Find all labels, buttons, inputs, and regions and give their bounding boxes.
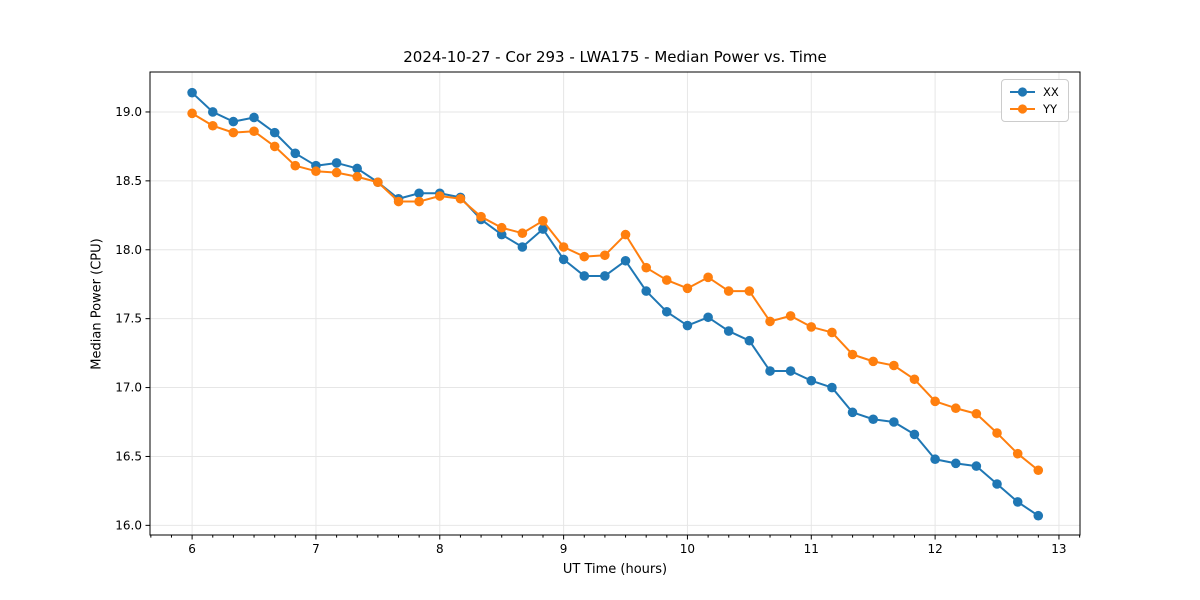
svg-text:9: 9	[560, 542, 568, 556]
x-tick-labels: 6 7 8 9 10 11 12 13	[188, 542, 1066, 556]
y-ticks	[145, 111, 150, 526]
legend-marker-yy-icon	[1017, 104, 1028, 114]
legend-entry-yy: YY	[1009, 102, 1059, 116]
legend: XX YY	[1001, 79, 1069, 122]
legend-label-yy: YY	[1043, 102, 1058, 116]
svg-text:17.5: 17.5	[115, 312, 142, 326]
series-yy-markers	[187, 108, 1044, 476]
chart-title: 2024-10-27 - Cor 293 - LWA175 - Median P…	[403, 48, 827, 66]
svg-text:16.0: 16.0	[115, 518, 142, 532]
grid	[150, 72, 1080, 535]
legend-sample-xx	[1010, 87, 1035, 97]
svg-text:17.0: 17.0	[115, 381, 142, 395]
legend-label-xx: XX	[1043, 85, 1059, 99]
legend-marker-xx-icon	[1017, 87, 1028, 97]
y-axis-label: Median Power (CPU)	[89, 238, 105, 370]
svg-text:13: 13	[1051, 542, 1066, 556]
legend-entry-xx: XX	[1009, 85, 1059, 99]
svg-text:7: 7	[312, 542, 320, 556]
y-tick-labels: 16.0 16.5 17.0 17.5 18.0 18.5 19.0	[115, 105, 142, 532]
svg-text:18.5: 18.5	[115, 174, 142, 188]
svg-text:18.0: 18.0	[115, 243, 142, 257]
svg-text:10: 10	[680, 542, 695, 556]
svg-text:16.5: 16.5	[115, 449, 142, 463]
axes-spines	[149, 71, 1081, 536]
svg-text:11: 11	[804, 542, 819, 556]
svg-text:8: 8	[436, 542, 444, 556]
series-xx-line	[191, 91, 1039, 517]
x-ticks	[150, 535, 1081, 540]
svg-text:12: 12	[927, 542, 942, 556]
svg-text:19.0: 19.0	[115, 105, 142, 119]
legend-sample-yy	[1010, 104, 1035, 114]
svg-text:6: 6	[188, 542, 196, 556]
x-axis-label: UT Time (hours)	[562, 562, 668, 577]
